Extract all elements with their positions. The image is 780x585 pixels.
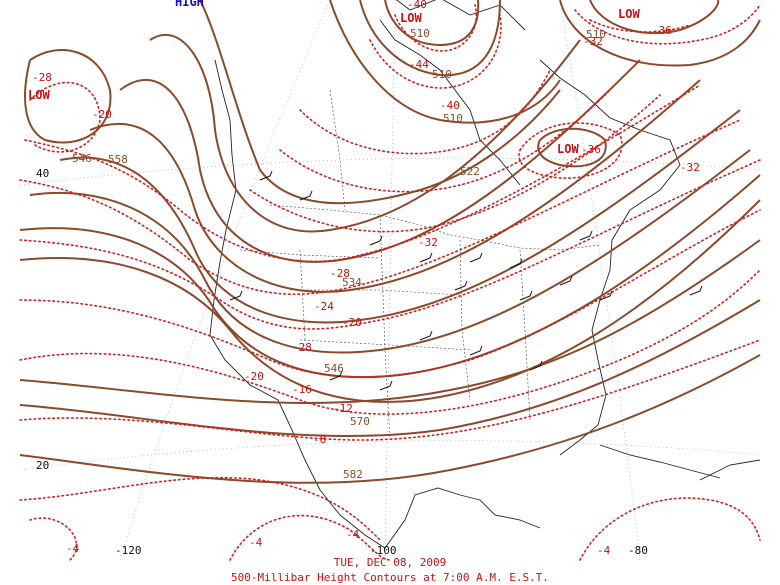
temp-label: -16 bbox=[292, 383, 312, 396]
lat-label-20: 20 bbox=[36, 459, 49, 472]
temp-label: -32 bbox=[418, 236, 438, 249]
height-labels: 546 558 522 510 510 510 534 546 570 582 … bbox=[72, 27, 606, 481]
lat-label-40: 40 bbox=[36, 167, 49, 180]
low-center-ne: LOW bbox=[618, 7, 640, 21]
temperature-labels: -28 -20 -40 -40 -44 -36 -32 -36 -32 -32 … bbox=[32, 0, 700, 557]
temp-label: -40 bbox=[440, 99, 460, 112]
low-center-west: LOW bbox=[28, 88, 50, 102]
lon-label-80: -80 bbox=[628, 544, 648, 557]
temp-label: -36 bbox=[581, 143, 601, 156]
temp-label: -24 bbox=[314, 300, 334, 313]
wind-barbs bbox=[229, 170, 703, 391]
isotherms bbox=[19, 4, 761, 561]
temp-label: -4 bbox=[249, 536, 263, 549]
low-center-east: LOW bbox=[557, 142, 579, 156]
map-date: TUE, DEC 08, 2009 bbox=[334, 556, 447, 569]
temp-label: -32 bbox=[680, 161, 700, 174]
map-caption: 500-Millibar Height Contours at 7:00 A.M… bbox=[231, 571, 549, 584]
height-label: 510 bbox=[586, 28, 606, 41]
temp-label: -28 bbox=[330, 267, 350, 280]
temp-label: -28 bbox=[32, 71, 52, 84]
temp-label: -4 bbox=[597, 544, 611, 557]
temp-label: -20 bbox=[92, 108, 112, 121]
temp-label: -28 bbox=[292, 341, 312, 354]
coastlines bbox=[209, 0, 761, 549]
lon-label-120: -120 bbox=[115, 544, 142, 557]
temp-label: -4 bbox=[346, 528, 360, 541]
height-label: 570 bbox=[350, 415, 370, 428]
height-label: 510 bbox=[432, 68, 452, 81]
height-label: 522 bbox=[460, 165, 480, 178]
height-label: 534 bbox=[342, 276, 362, 289]
temp-label: -20 bbox=[342, 316, 362, 329]
height-contours bbox=[19, 0, 761, 484]
temp-label: -44 bbox=[409, 58, 429, 71]
temp-label: -8 bbox=[313, 433, 326, 446]
height-label: 510 bbox=[443, 112, 463, 125]
height-label: 510 bbox=[410, 27, 430, 40]
temp-label: -40 bbox=[407, 0, 427, 11]
height-label: 558 bbox=[108, 153, 128, 166]
graticule-labels: 40 20 -120 -100 -80 bbox=[36, 167, 648, 557]
temp-label: -12 bbox=[333, 402, 353, 415]
height-label: 546 bbox=[72, 152, 92, 165]
height-label: 582 bbox=[343, 468, 363, 481]
temp-label: -20 bbox=[244, 370, 264, 383]
captions: TUE, DEC 08, 2009 500-Millibar Height Co… bbox=[231, 556, 549, 584]
temp-label: -32 bbox=[583, 35, 603, 48]
high-center-label: HIGH bbox=[175, 0, 204, 9]
pressure-centers: HIGH LOW LOW LOW LOW bbox=[28, 0, 640, 156]
low-center-north: LOW bbox=[400, 11, 422, 25]
temp-label: -4 bbox=[66, 542, 80, 555]
temp-label: -36 bbox=[652, 24, 672, 37]
graticule bbox=[19, 0, 761, 561]
lon-label-100: -100 bbox=[370, 544, 397, 557]
height-label: 546 bbox=[324, 362, 344, 375]
